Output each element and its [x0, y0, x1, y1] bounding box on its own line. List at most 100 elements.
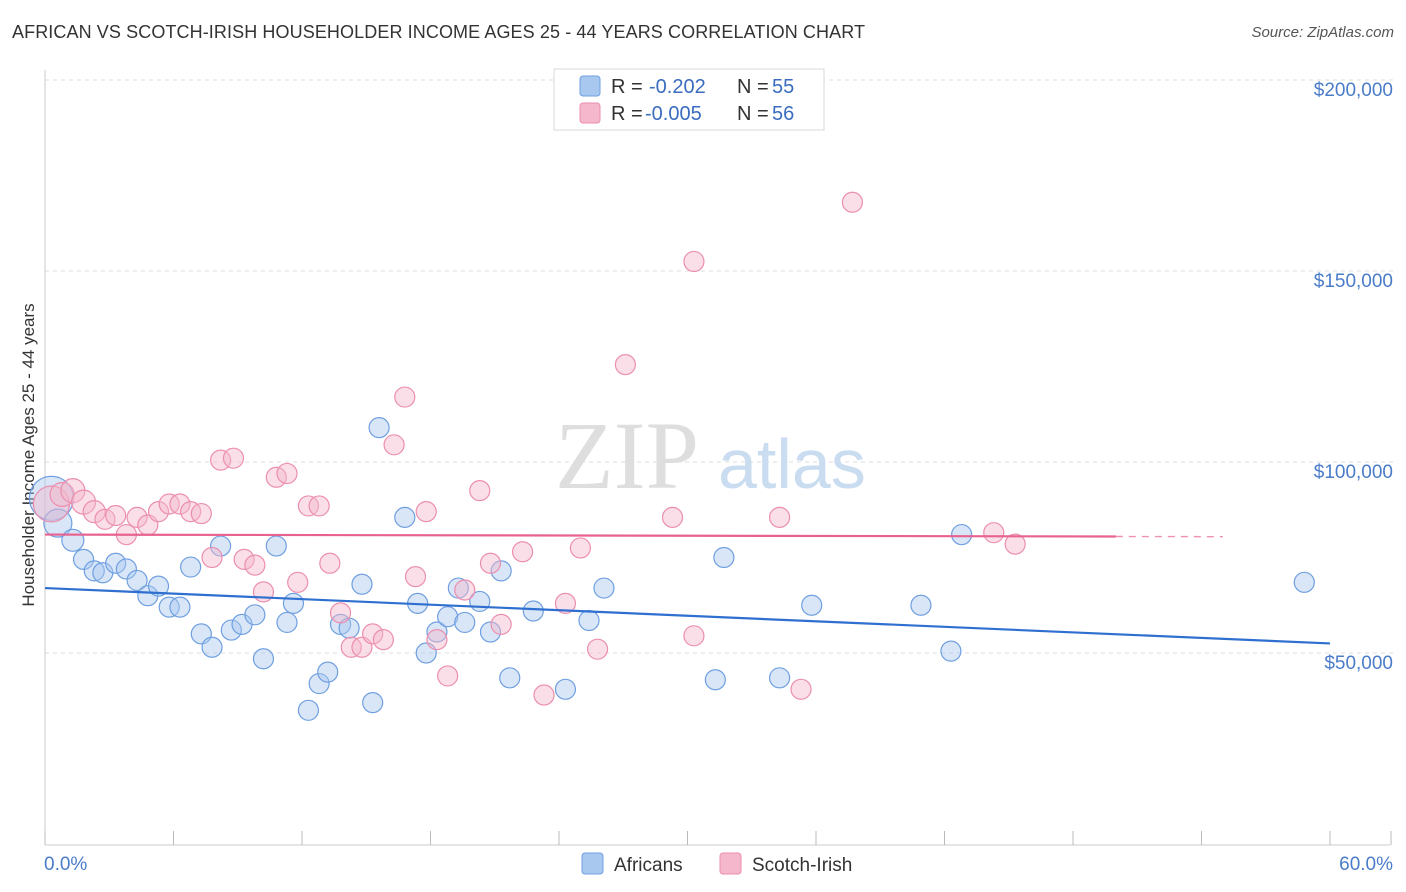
data-point — [180, 556, 202, 578]
legend-n-value-1: 55 — [772, 76, 794, 98]
legend-n-value-2: 56 — [772, 103, 794, 125]
scatter-points — [28, 191, 1315, 721]
chart-source: Source: ZipAtlas.com — [1251, 24, 1394, 41]
data-point — [351, 573, 373, 595]
trend-line — [44, 533, 1116, 538]
data-point — [61, 528, 85, 552]
data-point — [426, 621, 448, 643]
data-point — [437, 665, 459, 687]
data-point — [768, 506, 791, 528]
data-point — [105, 504, 127, 527]
data-point — [394, 386, 416, 408]
series-legend-swatch-scotch-irish — [719, 852, 742, 875]
data-point — [394, 506, 416, 528]
legend-swatch-scotch-irish — [579, 102, 601, 124]
data-point — [437, 606, 459, 628]
data-point — [383, 434, 405, 456]
data-point — [82, 500, 106, 524]
data-point — [522, 600, 544, 622]
data-point — [713, 546, 735, 569]
series-scotch-irish — [32, 191, 1026, 706]
data-point — [578, 609, 600, 632]
data-point — [841, 191, 864, 213]
data-point — [554, 592, 577, 614]
legend-r-value-1: -0.202 — [649, 76, 706, 98]
data-point — [297, 699, 320, 721]
y-tick-labels: $50,000 $100,000 $150,000 $200,000 — [1314, 80, 1393, 674]
data-point — [362, 623, 384, 645]
data-point — [222, 447, 245, 469]
data-point — [661, 506, 684, 528]
data-point — [115, 558, 137, 580]
data-point — [490, 560, 512, 582]
data-point — [308, 495, 330, 517]
data-point — [368, 417, 390, 439]
data-point — [210, 535, 232, 557]
data-point — [276, 462, 298, 485]
data-point — [180, 501, 202, 523]
data-point — [72, 548, 95, 571]
data-point — [490, 613, 512, 635]
data-point — [329, 602, 352, 624]
data-point — [593, 577, 615, 599]
data-point — [469, 480, 491, 502]
data-point — [511, 541, 534, 563]
data-point — [126, 569, 148, 592]
data-point — [201, 546, 223, 569]
data-point — [252, 648, 275, 670]
data-point — [479, 621, 502, 643]
data-point — [983, 522, 1005, 544]
data-point — [372, 629, 394, 651]
watermark-atlas: atlas — [718, 425, 866, 503]
data-point — [1004, 533, 1026, 555]
data-point — [105, 552, 127, 574]
data-point — [244, 604, 266, 626]
y-tick-label: $50,000 — [1324, 653, 1393, 674]
data-point — [768, 667, 791, 689]
data-point — [276, 611, 298, 634]
legend-n-label-1: N = — [737, 76, 769, 98]
series-legend-swatch-africans — [581, 852, 604, 875]
data-point — [220, 619, 242, 641]
data-point — [479, 552, 502, 574]
y-tick-label: $150,000 — [1314, 271, 1393, 292]
data-point — [362, 692, 384, 714]
data-point — [287, 571, 309, 593]
data-point — [282, 592, 305, 614]
data-point — [158, 493, 180, 515]
series-legend-label-africans: Africans — [614, 855, 683, 876]
trend-line — [44, 586, 1331, 645]
data-point — [1293, 571, 1315, 593]
y-tick-label: $200,000 — [1314, 80, 1393, 101]
legend-n-label-2: N = — [737, 103, 769, 125]
data-point — [801, 594, 823, 616]
data-point — [704, 669, 726, 691]
x-tick-label-min: 0.0% — [44, 854, 87, 875]
data-point — [426, 629, 448, 651]
trend-lines — [44, 533, 1331, 645]
data-point — [940, 640, 962, 662]
data-point — [569, 537, 592, 559]
data-point — [190, 502, 212, 525]
data-point — [83, 560, 105, 582]
data-point — [233, 548, 255, 571]
data-point — [683, 625, 705, 647]
data-point — [308, 672, 330, 695]
data-point — [297, 495, 320, 517]
data-point — [951, 523, 973, 546]
data-point — [454, 611, 476, 634]
legend-r-label-2: R = — [611, 103, 643, 125]
data-point — [454, 579, 476, 601]
x-tick-label-max: 60.0% — [1339, 854, 1393, 875]
data-point — [147, 501, 170, 523]
data-point — [910, 594, 932, 616]
data-point — [319, 552, 341, 574]
data-point — [683, 250, 705, 273]
legend-r-value-2: -0.005 — [645, 103, 702, 125]
watermark: ZIP atlas — [555, 402, 866, 509]
y-axis-title: Householder Income Ages 25 - 44 years — [19, 303, 38, 606]
axes — [44, 70, 1390, 846]
series-legend-label-scotch-irish: Scotch-Irish — [752, 855, 852, 876]
data-point — [554, 678, 577, 700]
